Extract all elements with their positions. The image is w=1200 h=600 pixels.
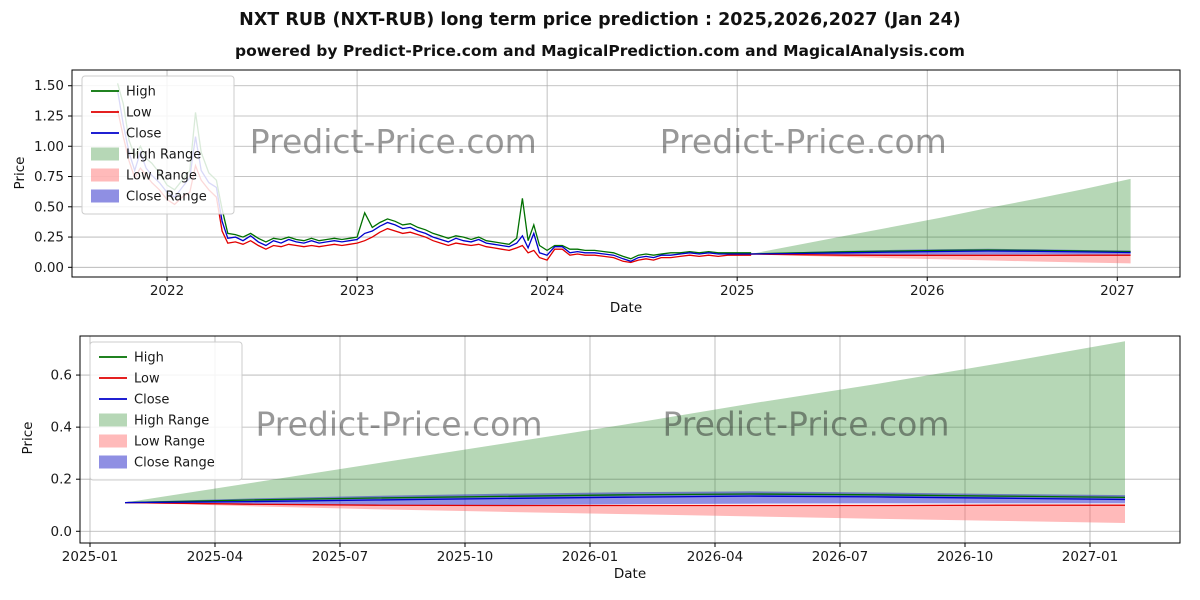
price-history-chart: 2022 2023 2024 2025 2026 2027 0.00 0.25 0.50 0.75… <box>34 69 1181 299</box>
legend-label: Low Range <box>126 169 197 184</box>
chart-subtitle: powered by Predict-Price.com and Magical… <box>235 42 965 60</box>
y-tick-label: 1.50 <box>34 78 64 94</box>
forecast-chart: 2025-01 2025-04 2025-07 2025-10 2026-01 2026-… <box>51 335 1181 565</box>
close_range-legend-swatch <box>99 455 127 469</box>
x-tick-label: 2026-01 <box>562 549 618 565</box>
x-tick-label: 2027-01 <box>1062 549 1118 565</box>
y-tick-label: 0.6 <box>51 368 72 384</box>
x-tick-label: 2026-07 <box>812 549 868 565</box>
y-tick-label: 0.50 <box>34 199 64 215</box>
legend-label: High Range <box>126 148 201 163</box>
low-range-band <box>750 254 1131 264</box>
high_range-legend-swatch <box>91 147 119 161</box>
close-line <box>124 495 1126 504</box>
x-tick-label: 2026 <box>910 283 944 299</box>
high_range-legend-swatch <box>99 413 127 427</box>
x-tick-label: 2026-04 <box>687 549 743 565</box>
y-tick-label: 0.4 <box>51 420 72 436</box>
legend-label: High <box>126 85 156 100</box>
high-range-band <box>125 341 1125 503</box>
x-tick-label: 2025-01 <box>62 549 118 565</box>
low-line <box>124 501 1125 507</box>
legend-label: Low <box>126 106 152 121</box>
close_range-legend-swatch <box>91 189 119 203</box>
low_range-legend-swatch <box>91 168 119 182</box>
watermark-text: Predict-Price.com <box>662 404 949 443</box>
legend-label: Low Range <box>134 435 205 450</box>
x-tick-label: 2022 <box>150 283 184 299</box>
bottom-chart-y-axis-label: Price <box>20 421 36 455</box>
top-chart-y-axis-label: Price <box>12 156 28 190</box>
legend-label: High Range <box>134 414 209 429</box>
x-tick-label: 2025-07 <box>312 549 368 565</box>
bottom-chart-x-axis-label: Date <box>613 566 647 582</box>
y-tick-label: 1.00 <box>34 139 64 155</box>
low_range-legend-swatch <box>99 434 127 448</box>
watermark-text: Predict-Price.com <box>250 122 537 161</box>
y-tick-label: 0.0 <box>51 524 72 540</box>
legend-label: Close Range <box>134 456 215 471</box>
legend: High Low Close High Range Low Range Close Ran… <box>89 341 243 481</box>
y-tick-label: 0.25 <box>34 230 64 246</box>
legend-label: High <box>134 351 164 366</box>
chart-title: NXT RUB (NXT-RUB) long term price predic… <box>239 10 961 30</box>
x-tick-label: 2025-04 <box>187 549 243 565</box>
y-tick-label: 1.25 <box>34 109 64 125</box>
x-tick-label: 2023 <box>340 283 374 299</box>
plot-border <box>71 69 1181 278</box>
legend-label: Low <box>134 372 160 387</box>
y-tick-label: 0.75 <box>34 169 64 185</box>
legend-label: Close <box>126 127 161 142</box>
x-tick-label: 2025 <box>720 283 754 299</box>
x-tick-label: 2024 <box>530 283 564 299</box>
high-range-band <box>750 178 1131 254</box>
watermark-text: Predict-Price.com <box>255 404 542 443</box>
x-tick-label: 2025-10 <box>437 549 493 565</box>
legend-label: Close <box>134 393 169 408</box>
y-tick-label: 0.00 <box>34 260 64 276</box>
grid-lines <box>80 336 1180 543</box>
legend: High Low Close High Range Low Range Close Ran… <box>81 75 235 215</box>
watermark-text: Predict-Price.com <box>660 122 947 161</box>
legend-label: Close Range <box>126 190 207 205</box>
x-tick-label: 2027 <box>1100 283 1134 299</box>
y-tick-label: 0.2 <box>51 472 72 488</box>
low-range-band <box>125 502 1125 523</box>
top-chart-x-axis-label: Date <box>609 300 643 316</box>
plot-border <box>79 335 1181 544</box>
high-line <box>124 493 1126 504</box>
x-tick-label: 2026-10 <box>937 549 993 565</box>
